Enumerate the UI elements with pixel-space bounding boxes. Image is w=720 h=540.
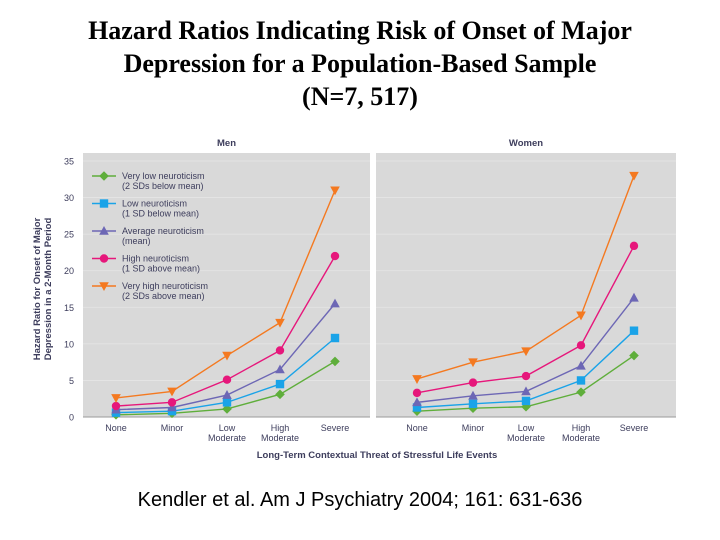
legend-label-low: Low neuroticism — [122, 199, 187, 209]
legend-marker-high — [99, 254, 109, 263]
x-tick-label: None — [406, 423, 428, 433]
y-tick-label: 35 — [64, 157, 74, 167]
data-point-average — [629, 292, 639, 302]
page-title: Hazard Ratios Indicating Risk of Onset o… — [0, 14, 720, 113]
legend-sublabel-low: (1 SD below mean) — [122, 209, 199, 219]
plot-panel-background — [83, 153, 370, 417]
data-point-high — [222, 375, 232, 384]
x-tick-label: Minor — [161, 423, 184, 433]
data-point-average — [412, 397, 422, 407]
x-tick-label: None — [105, 423, 127, 433]
data-point-low — [576, 376, 586, 385]
data-point-high — [629, 241, 639, 251]
data-point-average — [468, 390, 478, 400]
data-point-very_high — [275, 318, 285, 328]
x-axis-label: Long-Term Contextual Threat of Stressful… — [257, 450, 498, 461]
y-tick-label: 20 — [64, 266, 74, 276]
citation: Kendler et al. Am J Psychiatry 2004; 161… — [137, 489, 583, 511]
data-point-average — [576, 360, 586, 370]
data-point-high — [330, 251, 340, 261]
legend-label-very_high: Very high neuroticism — [122, 281, 208, 291]
x-tick-label: Moderate — [261, 433, 299, 443]
data-point-very_low — [275, 389, 285, 400]
panel-title-women: Women — [509, 138, 543, 149]
data-point-very_high — [521, 347, 531, 357]
data-point-very_high — [222, 351, 232, 361]
legend-sublabel-average: (mean) — [122, 236, 151, 246]
y-axis-label-line-1: Hazard Ratio for Onset of Major — [32, 217, 43, 360]
data-point-very_low — [468, 403, 478, 414]
data-point-average — [222, 390, 232, 399]
data-point-very_high — [629, 171, 639, 181]
legend-label-very_low: Very low neuroticism — [122, 171, 205, 181]
y-tick-label: 10 — [64, 339, 74, 349]
data-point-low — [629, 326, 639, 335]
data-point-average — [275, 364, 285, 374]
x-tick-label: Moderate — [507, 433, 545, 443]
x-tick-label: High — [271, 423, 290, 433]
data-point-very_low — [629, 350, 639, 361]
y-tick-label: 25 — [64, 230, 74, 240]
data-point-very_high — [576, 311, 586, 321]
legend-sublabel-very_high: (2 SDs above mean) — [122, 291, 205, 301]
data-point-low — [468, 399, 478, 409]
x-tick-label: Moderate — [562, 433, 600, 443]
y-tick-label: 15 — [64, 303, 74, 313]
data-point-high — [275, 346, 285, 355]
panel-title-men: Men — [217, 138, 236, 149]
data-point-low — [330, 333, 340, 343]
data-point-average — [167, 402, 177, 412]
data-point-very_low — [576, 387, 586, 397]
x-tick-label: Severe — [620, 423, 649, 433]
data-point-very_high — [330, 186, 340, 196]
data-point-high — [468, 378, 478, 387]
legend-label-high: High neuroticism — [122, 254, 189, 264]
data-point-very_high — [468, 358, 478, 368]
x-tick-label: Low — [518, 423, 535, 433]
legend-marker-low — [99, 199, 109, 208]
data-point-high — [167, 398, 177, 407]
data-point-very_high — [167, 387, 177, 397]
title-line-3: (N=7, 517) — [302, 82, 418, 111]
data-point-very_high — [111, 394, 121, 403]
y-tick-label: 30 — [64, 193, 74, 203]
legend-marker-average — [99, 226, 109, 235]
title-line-1: Hazard Ratios Indicating Risk of Onset o… — [88, 16, 632, 45]
x-tick-label: High — [572, 423, 591, 433]
data-point-low — [275, 379, 285, 389]
data-point-high — [111, 401, 121, 411]
x-tick-label: Minor — [462, 423, 485, 433]
data-point-low — [412, 403, 422, 412]
title-line-2: Depression for a Population-Based Sample — [123, 49, 597, 78]
legend-label-average: Average neuroticism — [122, 226, 204, 236]
y-axis-label-line-2: Depression in a 2-Month Period — [43, 218, 54, 361]
legend-marker-very_low — [99, 171, 109, 181]
data-point-high — [521, 371, 531, 381]
data-point-low — [222, 398, 232, 407]
data-point-high — [576, 341, 586, 350]
x-tick-label: Low — [219, 423, 236, 433]
data-point-average — [330, 298, 340, 308]
data-point-very_low — [330, 356, 340, 367]
data-point-low — [521, 396, 531, 406]
data-point-very_low — [521, 401, 531, 412]
legend-sublabel-high: (1 SD above mean) — [122, 264, 200, 274]
x-tick-label: Moderate — [208, 433, 246, 443]
y-tick-label: 0 — [69, 413, 74, 423]
data-point-average — [521, 386, 531, 396]
data-point-very_high — [412, 375, 422, 384]
y-tick-label: 5 — [69, 376, 74, 386]
data-point-high — [412, 388, 422, 398]
x-tick-label: Severe — [321, 423, 350, 433]
legend-marker-very_high — [99, 282, 109, 291]
legend-sublabel-very_low: (2 SDs below mean) — [122, 181, 204, 191]
